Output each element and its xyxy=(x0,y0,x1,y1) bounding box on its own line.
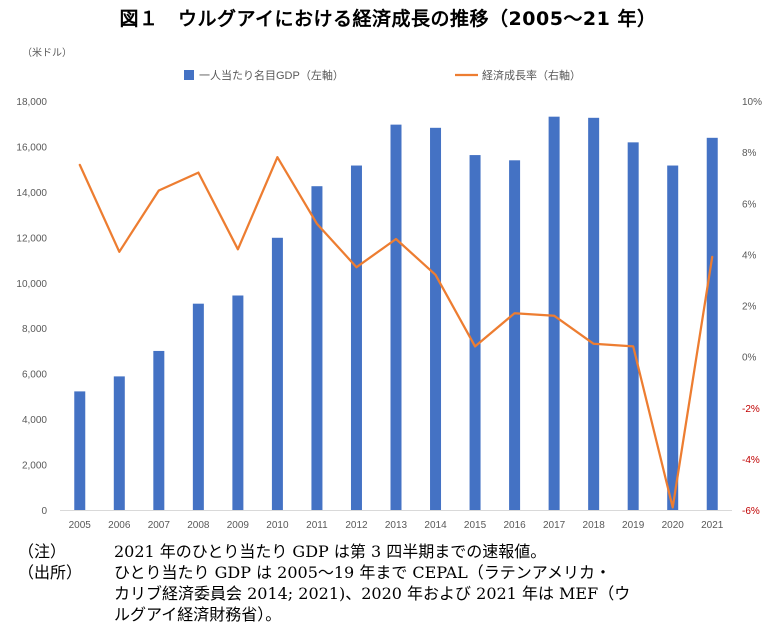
bar xyxy=(390,124,402,511)
left-axis-tick-label: 2,000 xyxy=(22,461,47,472)
left-axis-tick-label: 12,000 xyxy=(16,233,47,244)
left-axis-tick-label: 16,000 xyxy=(16,142,47,153)
source-label: （出所） xyxy=(18,563,83,582)
bar xyxy=(667,165,679,510)
source-line-2: カリブ経済委員会 2014; 2021)、2020 年および 2021 年は M… xyxy=(114,584,631,603)
left-axis-tick-label: 0 xyxy=(41,506,47,517)
left-axis-tick-label: 6,000 xyxy=(22,370,47,381)
notes: （注） 2021 年のひとり当たり GDP は第 3 四半期までの速報値。 （出… xyxy=(18,541,768,625)
right-axis-tick-label: 4% xyxy=(742,250,757,261)
bar xyxy=(627,142,639,511)
left-axis-tick-label: 4,000 xyxy=(22,415,47,426)
x-axis-tick-label: 2020 xyxy=(662,520,685,531)
bar xyxy=(113,376,125,510)
left-axis-unit: （米ドル） xyxy=(22,46,72,59)
chart: （米ドル） 0 2,000 4,000 6,000 8,000 10,000 12,000 14… xyxy=(16,46,762,531)
right-axis-tick-label: 8% xyxy=(742,148,757,159)
legend-swatch-bar xyxy=(184,70,194,80)
bar xyxy=(548,116,560,510)
right-axis-tick-label: -4% xyxy=(742,455,760,466)
right-axis-tick-label: -2% xyxy=(742,404,760,415)
right-axis-tick-label: -6% xyxy=(742,506,760,517)
growth-rate-line xyxy=(78,156,714,509)
x-axis-tick-label: 2008 xyxy=(187,520,210,531)
bar xyxy=(153,350,165,510)
bar xyxy=(430,127,442,510)
x-axis-tick-label: 2005 xyxy=(69,520,92,531)
right-axis-tick-label: 2% xyxy=(742,302,757,313)
legend-label-line: 経済成長率（右軸） xyxy=(482,68,581,82)
left-axis-tick-label: 14,000 xyxy=(16,188,47,199)
x-axis-tick-label: 2011 xyxy=(306,520,328,531)
legend-label-bar: 一人当たり名目GDP（左軸） xyxy=(199,68,344,82)
x-axis-tick-label: 2013 xyxy=(385,520,408,531)
bar xyxy=(469,155,481,510)
left-axis-tick-label: 10,000 xyxy=(16,279,47,290)
source-line-3: ルグアイ経済財務省）。 xyxy=(114,605,282,624)
x-axis-tick-label: 2021 xyxy=(701,520,724,531)
note-text: 2021 年のひとり当たり GDP は第 3 四半期までの速報値。 xyxy=(114,542,547,561)
left-axis-tick-label: 8,000 xyxy=(22,324,47,335)
x-axis-tick-label: 2010 xyxy=(266,520,289,531)
right-axis-tick-label: 0% xyxy=(742,353,757,364)
left-axis-tick-label: 18,000 xyxy=(16,97,47,108)
x-axis-tick-label: 2014 xyxy=(424,520,447,531)
x-axis-tick-label: 2009 xyxy=(227,520,250,531)
bar xyxy=(74,391,86,510)
bar xyxy=(350,165,362,510)
bar xyxy=(509,160,521,510)
bar xyxy=(588,117,600,510)
right-axis-tick-label: 6% xyxy=(742,199,757,210)
x-axis-tick-label: 2018 xyxy=(583,520,606,531)
note-label: （注） xyxy=(18,542,67,561)
bar xyxy=(311,186,323,511)
bar xyxy=(706,137,718,510)
bar xyxy=(271,237,283,510)
x-axis-tick-label: 2019 xyxy=(622,520,645,531)
x-axis-tick-label: 2016 xyxy=(503,520,526,531)
x-axis-tick-label: 2007 xyxy=(148,520,171,531)
x-axis-tick-label: 2006 xyxy=(108,520,131,531)
x-axis-tick-label: 2017 xyxy=(543,520,566,531)
source-row: （出所） ひとり当たり GDP は 2005〜19 年まで CEPAL（ラテンア… xyxy=(18,562,768,583)
x-axis-tick-label: 2015 xyxy=(464,520,487,531)
source-line-1: ひとり当たり GDP は 2005〜19 年まで CEPAL（ラテンアメリカ・ xyxy=(114,563,612,582)
bar xyxy=(192,303,204,510)
right-axis-tick-label: 10% xyxy=(742,97,762,108)
x-axis-tick-label: 2012 xyxy=(345,520,368,531)
bar xyxy=(232,295,244,510)
chart-title: 図１ ウルグアイにおける経済成長の推移（2005〜21 年） xyxy=(119,8,657,30)
note-row: （注） 2021 年のひとり当たり GDP は第 3 四半期までの速報値。 xyxy=(18,541,768,562)
